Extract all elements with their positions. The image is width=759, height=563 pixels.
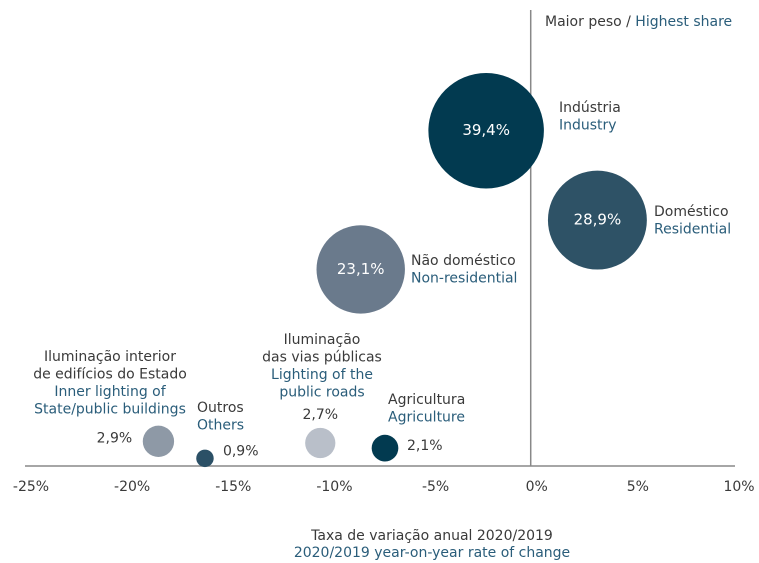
point-label-en: Inner lighting of bbox=[54, 384, 166, 400]
value-label: 2,9% bbox=[97, 430, 133, 446]
value-label: 39,4% bbox=[462, 121, 510, 139]
point-label-en: public roads bbox=[279, 385, 364, 401]
bubble bbox=[547, 170, 647, 270]
x-tick-label: 10% bbox=[723, 479, 754, 495]
value-label: 28,9% bbox=[574, 211, 622, 229]
point-label: das vias públicas bbox=[262, 350, 382, 366]
bubble bbox=[196, 449, 214, 468]
bubble bbox=[428, 72, 544, 189]
value-label: 0,9% bbox=[223, 443, 259, 459]
bubble bbox=[371, 434, 399, 462]
point-label: Iluminação bbox=[284, 332, 361, 348]
bubble bbox=[316, 225, 405, 314]
x-tick-label: 0% bbox=[526, 479, 548, 495]
x-tick-label: 5% bbox=[627, 479, 649, 495]
value-label: 23,1% bbox=[337, 260, 385, 278]
point-label: Agricultura bbox=[388, 392, 465, 408]
value-label: 2,7% bbox=[302, 407, 338, 423]
point-label: Doméstico bbox=[654, 204, 729, 220]
bubble bbox=[142, 425, 175, 457]
x-tick-label: -10% bbox=[316, 479, 352, 495]
title-pt: Maior peso / bbox=[545, 14, 635, 30]
x-tick-label: -5% bbox=[422, 479, 449, 495]
point-label: Indústria bbox=[559, 100, 621, 116]
point-label-en: Residential bbox=[654, 222, 731, 238]
x-tick-label: -25% bbox=[13, 479, 49, 495]
point-label: Não doméstico bbox=[411, 253, 516, 269]
title-en: Highest share bbox=[635, 14, 732, 30]
point-label: Iluminação interior bbox=[44, 349, 176, 365]
bubble bbox=[305, 427, 336, 459]
x-axis-title: Taxa de variação anual 2020/2019 bbox=[310, 528, 553, 544]
point-label: de edifícios do Estado bbox=[33, 367, 187, 383]
point-label-en: Lighting of the bbox=[271, 367, 373, 383]
point-label-en: Non-residential bbox=[411, 271, 517, 287]
point-label-en: Industry bbox=[559, 118, 617, 134]
x-tick-label: -20% bbox=[114, 479, 150, 495]
x-axis-title-en: 2020/2019 year-on-year rate of change bbox=[294, 545, 570, 561]
point-label-en: Agriculture bbox=[388, 410, 465, 426]
point-label: Outros bbox=[197, 400, 244, 416]
chart-title: Maior peso / Highest share bbox=[545, 14, 732, 30]
x-tick-label: -15% bbox=[215, 479, 251, 495]
value-label: 2,1% bbox=[407, 438, 443, 454]
point-label-en: State/public buildings bbox=[34, 402, 186, 418]
point-label-en: Others bbox=[197, 418, 244, 434]
